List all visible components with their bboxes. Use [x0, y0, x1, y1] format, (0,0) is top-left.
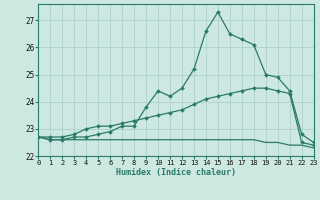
X-axis label: Humidex (Indice chaleur): Humidex (Indice chaleur): [116, 168, 236, 177]
